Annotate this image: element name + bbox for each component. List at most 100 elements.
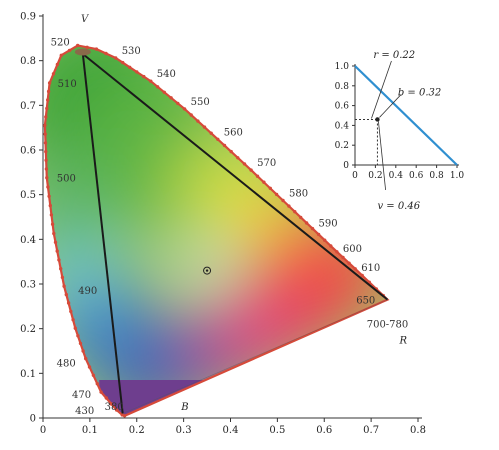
inset-x-tick-label: 1.0 — [450, 171, 465, 181]
annotation-v: v = 0.46 — [377, 201, 420, 212]
locus-dot — [44, 115, 48, 119]
inset-y-tick-label: 1.0 — [335, 62, 350, 72]
locus-dot — [274, 192, 279, 197]
inset-x-tick-label: 0 — [352, 171, 358, 181]
locus-dot — [222, 143, 227, 148]
locus-dot — [329, 244, 333, 248]
wavelength-label: 520 — [51, 38, 70, 49]
locus-dot — [44, 149, 48, 154]
locus-dot — [242, 162, 247, 166]
inset-point — [375, 117, 380, 122]
wavelength-label: 550 — [191, 97, 210, 108]
locus-dot — [176, 101, 180, 106]
locus-dot — [360, 273, 364, 278]
inset-y-tick-label: 0 — [343, 161, 349, 171]
locus-dot — [44, 158, 48, 162]
locus-dot — [104, 51, 108, 56]
leader-b — [379, 94, 402, 118]
inset-y-tick-label: 0.2 — [335, 141, 349, 151]
locus-dot — [281, 198, 285, 203]
locus-dot — [85, 45, 89, 49]
x-tick-label: 0.4 — [223, 425, 239, 436]
locus-dot — [95, 382, 100, 386]
x-tick-label: 0.5 — [269, 425, 285, 436]
locus-dot — [55, 62, 60, 67]
locus-dot — [94, 47, 99, 51]
y-tick-label: 0.5 — [20, 190, 36, 201]
wavelength-label: 500 — [57, 174, 76, 185]
locus-dot — [47, 194, 51, 198]
locus-dot — [48, 203, 52, 208]
wavelength-label: 430 — [75, 406, 94, 417]
inset-x-tick-label: 0.2 — [368, 171, 382, 181]
locus-dot — [47, 81, 52, 85]
y-tick-label: 0.8 — [20, 56, 36, 67]
y-tick-label: 0.3 — [20, 280, 36, 291]
locus-dot — [45, 176, 49, 180]
locus-dot — [120, 413, 124, 417]
locus-dot — [46, 185, 50, 189]
locus-dot — [78, 341, 83, 346]
y-tick-label: 0.7 — [20, 101, 36, 112]
locus-dot — [310, 226, 315, 231]
locus-dot — [76, 43, 80, 48]
locus-dot — [46, 98, 50, 102]
white-point — [203, 266, 212, 275]
wavelength-label: 530 — [122, 46, 141, 57]
locus-dot — [335, 250, 339, 254]
locus-dot — [149, 79, 153, 83]
locus-dot — [255, 174, 260, 178]
locus-dot — [51, 72, 56, 76]
x-tick-label: 0.2 — [129, 425, 145, 436]
locus-dot — [109, 402, 114, 406]
locus-dot — [50, 222, 55, 226]
locus-dot — [162, 90, 166, 95]
locus-dot — [114, 408, 119, 412]
wavelength-label: 470 — [72, 390, 91, 401]
locus-dot — [323, 238, 327, 242]
x-tick-label: 0.1 — [82, 425, 98, 436]
inset-chart: 0 0.2 0.4 0.6 0.8 1.0 0 0.2 0.4 0.6 0.8 1.0 r = 0.22… — [335, 50, 465, 212]
y-tick-label: 0.6 — [20, 146, 36, 157]
locus-dot — [73, 326, 78, 330]
gamut-triangle: RB — [74, 48, 408, 414]
primary-label-r: R — [399, 336, 408, 347]
locus-dot — [43, 141, 48, 145]
wavelength-label: 560 — [224, 127, 243, 138]
annotation-r: r = 0.22 — [373, 50, 415, 61]
wavelength-label: 590 — [319, 219, 338, 230]
wavelength-label: 490 — [78, 286, 97, 297]
locus-dot — [43, 132, 47, 136]
color-blob-12 — [44, 158, 112, 249]
inset-line — [354, 65, 458, 166]
locus-dot — [353, 267, 357, 271]
locus-dot — [268, 186, 272, 190]
annotation-b: b = 0.32 — [398, 88, 441, 99]
locus-dot — [135, 70, 139, 74]
locus-dot — [67, 48, 72, 53]
y-tick-label: 0.4 — [20, 235, 36, 246]
main-axes: 0 0.1 0.2 0.3 0.4 0.5 0.6 0.7 0.8 0 0.1 0.2 0.3 0.4 0… — [20, 12, 426, 437]
locus-dot — [104, 396, 109, 400]
locus-dot — [249, 168, 253, 172]
locus-dot — [293, 210, 297, 214]
wavelength-label: 600 — [343, 244, 362, 255]
locus-dot — [44, 167, 49, 171]
white-point-ring — [203, 266, 212, 275]
primary-label-b: B — [180, 402, 188, 413]
inset-y-tick-label: 0.6 — [335, 102, 350, 112]
inset-x-tick-label: 0.8 — [429, 171, 444, 181]
y-tick-label: 0.1 — [20, 369, 36, 380]
triangle-edge — [82, 53, 389, 301]
locus-dot — [46, 89, 51, 94]
locus-dot — [155, 85, 160, 89]
wavelength-label: 540 — [157, 69, 176, 80]
locus-dot — [91, 373, 96, 377]
x-tick-label: 0.8 — [410, 425, 426, 436]
y-tick-label: 0.2 — [20, 324, 36, 335]
locus-dot — [99, 390, 103, 394]
locus-dot — [121, 60, 125, 65]
wavelength-label: 700-780 — [367, 320, 409, 331]
